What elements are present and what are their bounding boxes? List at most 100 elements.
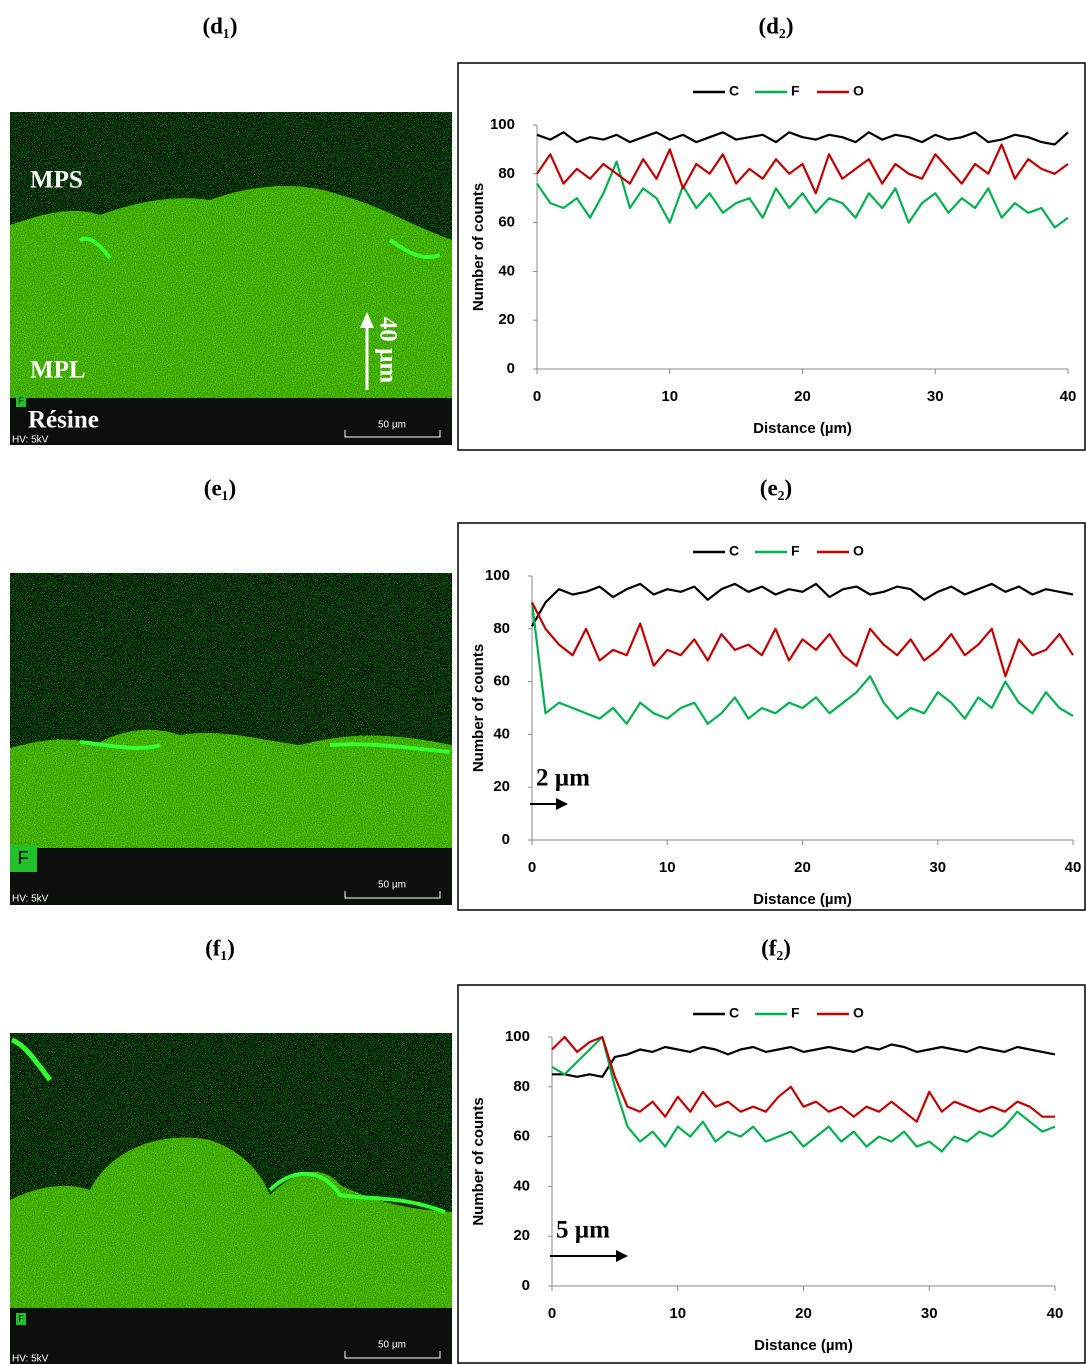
annotation-arrow-head (616, 1250, 628, 1262)
voltage-label: HV: 5kV (12, 435, 49, 446)
panel-label: (e₁) (204, 475, 236, 500)
series-line (536, 131, 1069, 146)
element-badge (16, 1313, 26, 1325)
chart: 0 20 40 60 80 100 0 10 20 30 40 Distance (µm) Number… (457, 62, 1086, 451)
x-tick-label: 40 (1047, 1305, 1064, 1322)
x-tick-label: 10 (661, 388, 678, 405)
y-tick-label: 100 (490, 116, 515, 133)
region-label: MPL (30, 357, 86, 384)
x-tick-label: 20 (794, 388, 811, 405)
x-tick-label: 10 (669, 1305, 686, 1322)
micrograph: F 50 µm HV: 5kV (10, 1033, 452, 1364)
y-tick-label: 100 (485, 567, 510, 584)
x-tick-label: 20 (794, 859, 811, 876)
chart-frame (457, 62, 1086, 451)
x-tick-label: 0 (548, 1305, 556, 1322)
annotation: 5 µm (556, 1217, 610, 1244)
annotation: 2 µm (536, 765, 590, 792)
scale-label: 50 µm (378, 1340, 406, 1351)
bright-edge (79, 236, 441, 260)
x-tick-label: 0 (528, 859, 536, 876)
y-tick-label: 0 (507, 360, 515, 377)
element-label: F (18, 1313, 24, 1323)
panel-label: (f₁) (205, 935, 235, 960)
y-tick-label: 60 (513, 1128, 530, 1145)
region-label: MPS (30, 167, 83, 194)
panel-label: (d₁) (202, 13, 237, 38)
panel-label: (e₂) (760, 475, 792, 500)
panel-label: (f₂) (761, 935, 791, 960)
scale-bar (344, 1351, 441, 1359)
series-line (531, 601, 1074, 678)
y-tick-label: 40 (493, 725, 510, 742)
x-tick-label: 40 (1065, 859, 1082, 876)
scale-bar (344, 891, 441, 899)
y-tick-label: 80 (513, 1078, 530, 1095)
region-label: Résine (28, 407, 99, 434)
x-axis-title: Distance (µm) (753, 891, 852, 908)
series-line (551, 1035, 1056, 1153)
y-axis-title: Number of counts (470, 1097, 487, 1225)
y-tick-label: 20 (498, 311, 515, 328)
x-tick-label: 20 (795, 1305, 812, 1322)
micrograph: MPS MPL Résine 40 µm F 50 µm HV: 5kV (10, 112, 452, 446)
bright-edge (79, 740, 451, 754)
x-axis-title: Distance (µm) (753, 420, 852, 437)
y-axis-title: Number of counts (470, 183, 487, 311)
bright-edge (10, 1037, 53, 1082)
legend-label: C (729, 83, 739, 99)
x-tick-label: 40 (1060, 388, 1077, 405)
y-tick-label: 20 (513, 1227, 530, 1244)
series-line (536, 160, 1069, 229)
micrograph: F 50 µm HV: 5kV (10, 573, 452, 905)
image-layer (10, 729, 452, 848)
depth-label: 40 µm (374, 317, 401, 384)
series-line (536, 143, 1069, 195)
y-axis-title: Number of counts (470, 644, 487, 772)
y-tick-label: 40 (498, 262, 515, 279)
series-line (551, 1035, 1055, 1123)
x-axis-title: Distance (µm) (754, 1337, 853, 1354)
y-tick-label: 40 (513, 1177, 530, 1194)
legend-label: C (729, 1005, 739, 1021)
panel-label: (d₂) (758, 13, 793, 38)
legend-label: O (853, 83, 864, 99)
series-line (531, 582, 1074, 627)
y-tick-label: 80 (498, 165, 515, 182)
annotation-arrow-head (556, 798, 568, 810)
legend-label: O (853, 543, 864, 559)
element-badge (16, 395, 26, 407)
y-tick-label: 20 (493, 778, 510, 795)
legend-label: F (791, 1005, 800, 1021)
series-line (552, 1043, 1056, 1078)
x-tick-label: 30 (927, 388, 944, 405)
y-tick-label: 80 (493, 620, 510, 637)
scale-label: 50 µm (378, 880, 406, 891)
y-tick-label: 60 (493, 673, 510, 690)
chart-frame (457, 522, 1086, 911)
element-label: F (18, 395, 24, 405)
y-tick-label: 0 (522, 1277, 530, 1294)
legend-label: F (791, 83, 800, 99)
resin-band (10, 1308, 452, 1364)
legend-label: C (729, 543, 739, 559)
image-layer (10, 185, 452, 398)
voltage-label: HV: 5kV (12, 1354, 49, 1364)
series-line (530, 602, 1074, 725)
y-tick-label: 0 (502, 831, 510, 848)
x-tick-label: 0 (533, 388, 541, 405)
x-tick-label: 30 (921, 1305, 938, 1322)
element-badge (10, 845, 37, 872)
x-tick-label: 10 (659, 859, 676, 876)
scale-label: 50 µm (378, 420, 406, 431)
legend-label: O (853, 1005, 864, 1021)
scale-bar (344, 430, 441, 438)
y-tick-label: 60 (498, 214, 515, 231)
chart: 0 20 40 60 80 100 0 10 20 30 40 Distance (µm) Number… (457, 522, 1086, 911)
voltage-label: HV: 5kV (12, 894, 49, 905)
legend-label: F (791, 543, 800, 559)
chart: 0 20 40 60 80 100 0 10 20 30 40 Distance (µm) Number… (457, 984, 1086, 1364)
x-tick-label: 30 (929, 859, 946, 876)
bright-edge (268, 1171, 446, 1214)
